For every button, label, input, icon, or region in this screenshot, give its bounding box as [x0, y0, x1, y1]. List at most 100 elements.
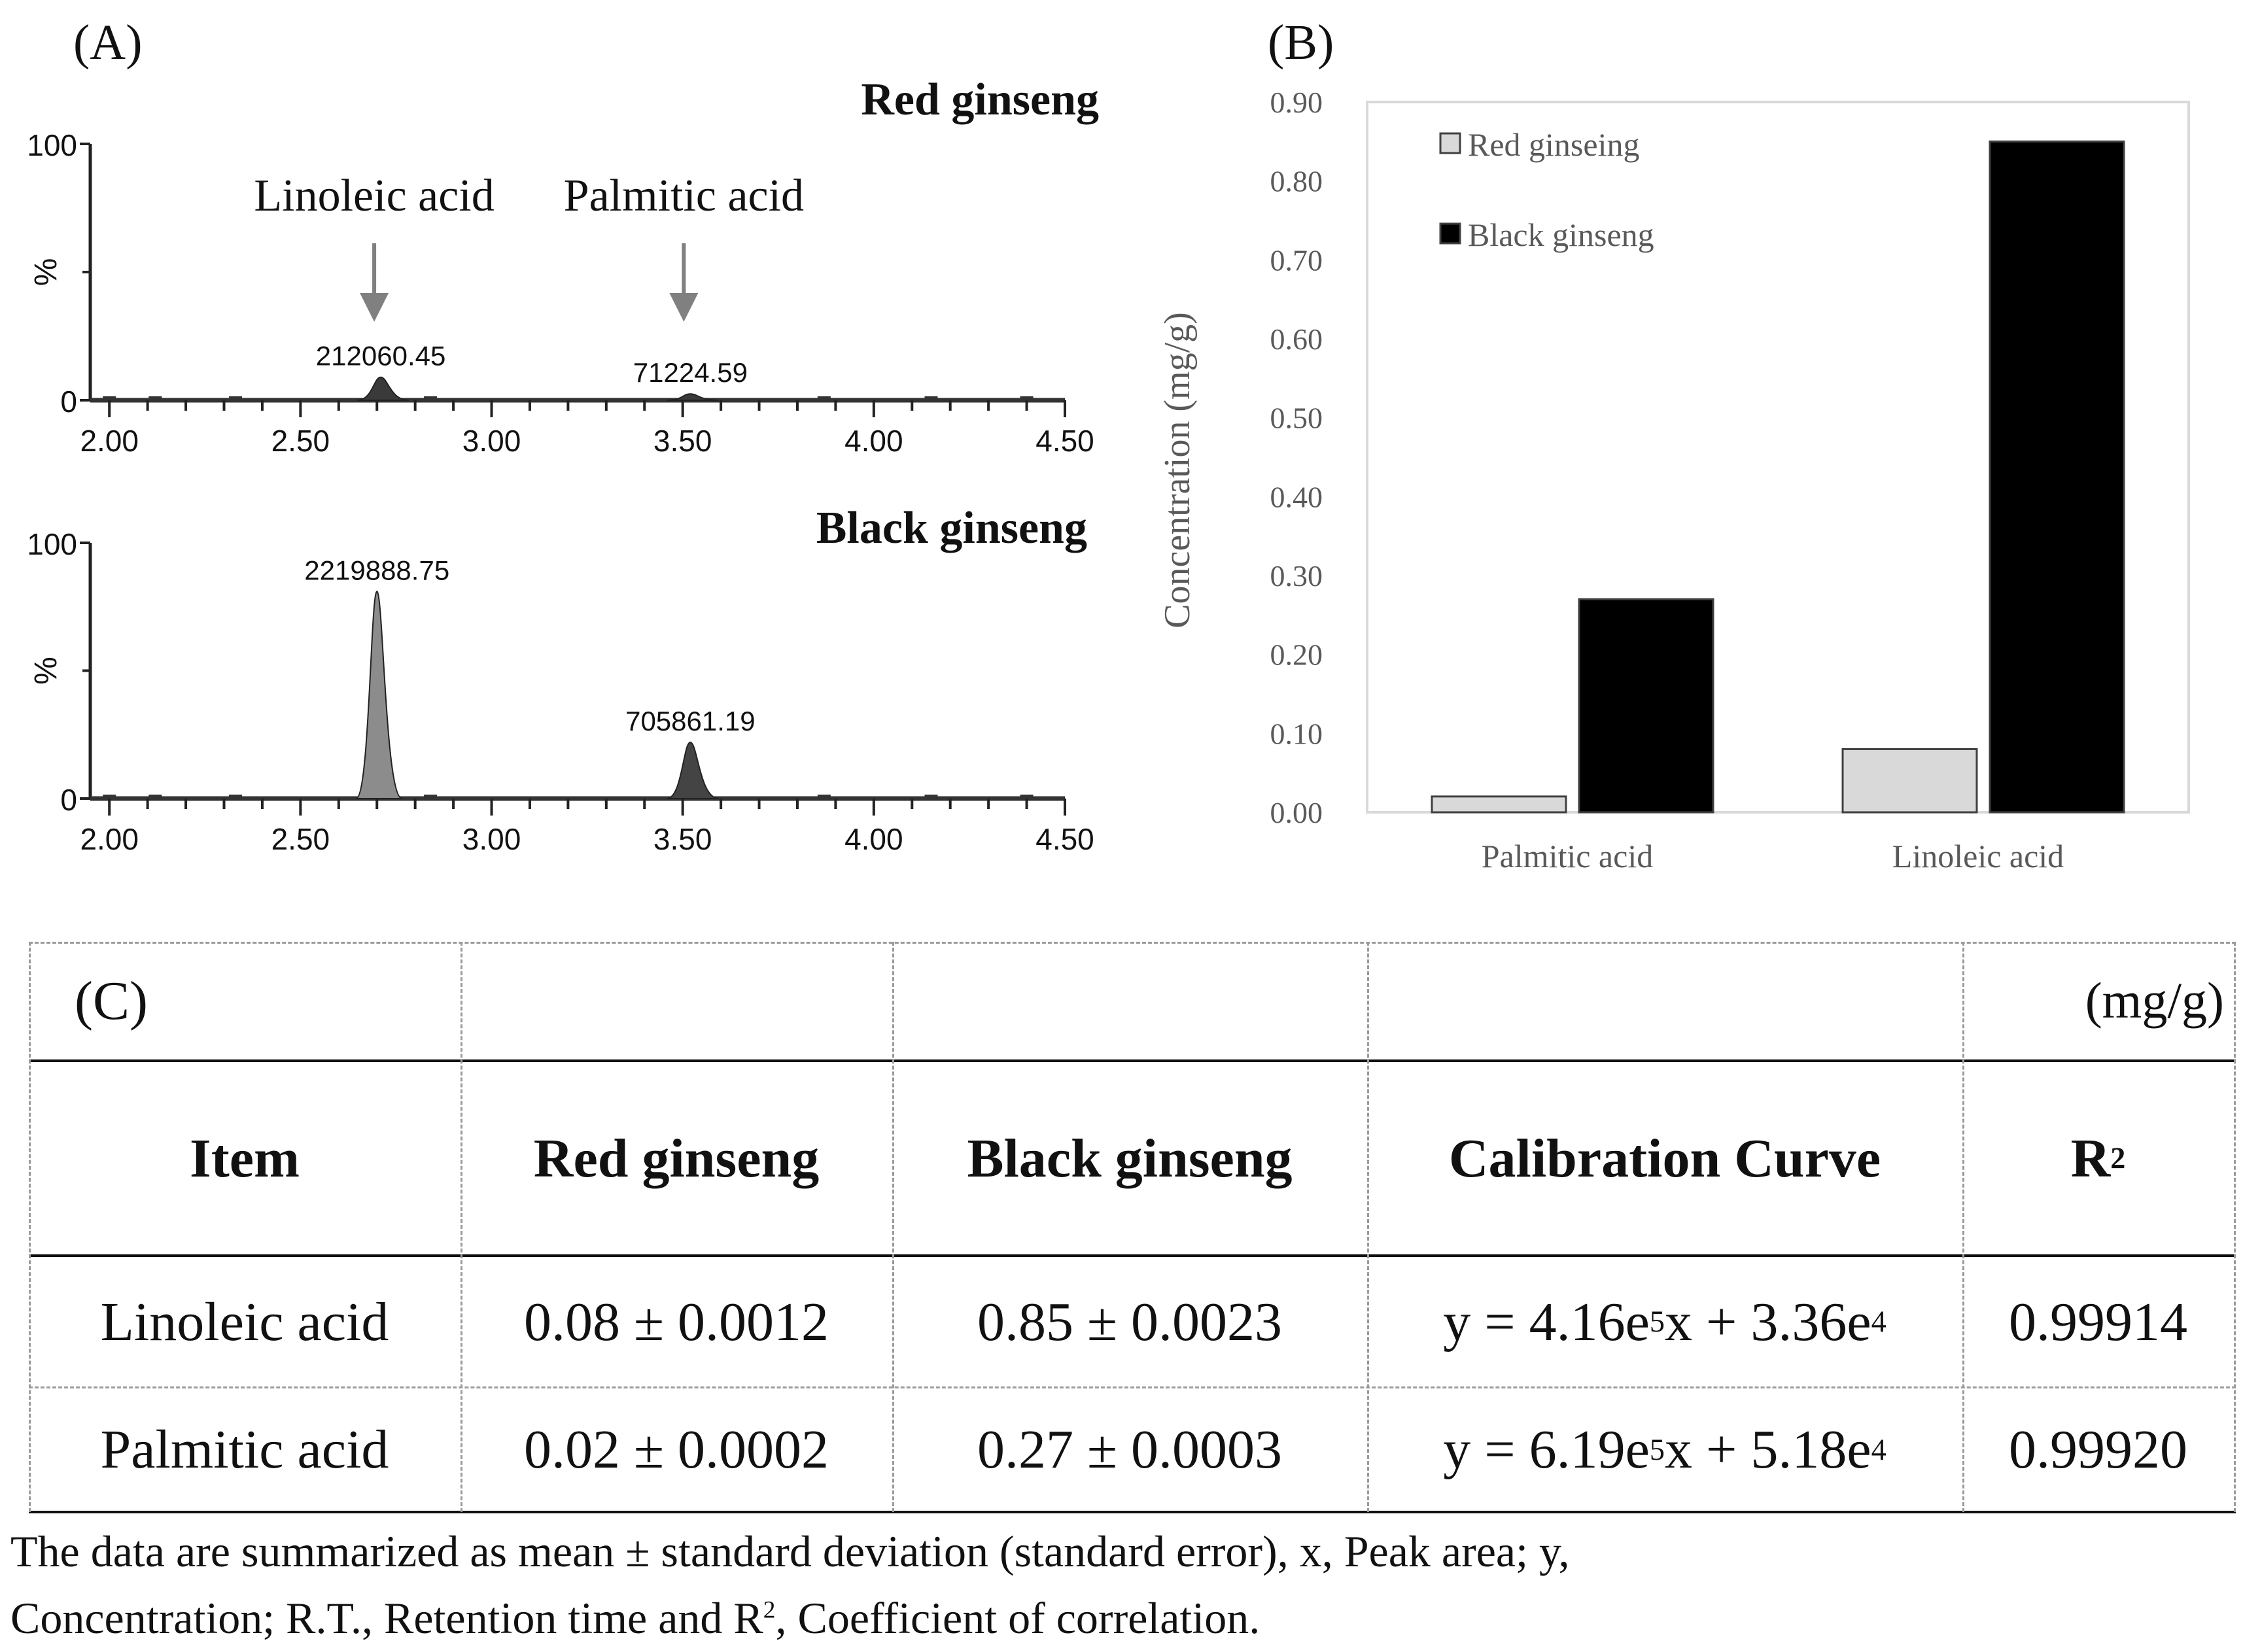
x-tick-label: 3.50	[653, 822, 712, 856]
footnote-sup: 2	[763, 1596, 776, 1624]
curve-part: x + 5.18e	[1665, 1419, 1871, 1480]
legend-label: Black ginseng	[1468, 216, 1654, 253]
arrow-down-icon	[360, 293, 389, 322]
x-tick-label: 4.50	[1035, 822, 1094, 856]
header-item: Item	[190, 1127, 300, 1189]
y-axis-label: %	[29, 657, 63, 685]
chart-title: Black ginseng	[816, 503, 1087, 553]
noise-blip	[424, 396, 438, 400]
table-col-divider	[1962, 942, 1964, 1512]
table-cell-item: Linoleic acid	[100, 1291, 389, 1352]
plot-area	[1366, 101, 2190, 814]
bar	[1578, 598, 1714, 814]
y-tick-label: 0.60	[1270, 322, 1323, 356]
x-tick-label: Palmitic acid	[1482, 838, 1653, 874]
x-tick-label: 4.00	[844, 424, 903, 458]
table-header-rule	[29, 1059, 2236, 1062]
curve-part: x + 3.36e	[1665, 1291, 1871, 1352]
table-cell-curve: y = 4.16e 5 x + 3.36e 4	[1443, 1291, 1887, 1352]
bar	[1989, 140, 2125, 814]
y-tick-label: 0.80	[1270, 165, 1323, 198]
y-tick-label: 0.70	[1270, 243, 1323, 277]
table-cell-r2: 0.99920	[2009, 1419, 2187, 1480]
noise-blip	[103, 396, 116, 400]
noise-blip	[148, 396, 162, 400]
x-tick-label: 3.00	[462, 424, 521, 458]
footnote-line-1: The data are summarized as mean ± standa…	[10, 1526, 1570, 1576]
header-r-squared-base: R	[2070, 1127, 2111, 1189]
noise-blip	[424, 795, 438, 799]
y-tick-label: 0	[60, 385, 77, 419]
y-tick-label: 100	[27, 527, 77, 561]
y-tick-label: 0.10	[1270, 717, 1323, 750]
legend-swatch	[1439, 132, 1461, 154]
x-tick-label: 3.00	[462, 822, 521, 856]
header-red-ginseng: Red ginseng	[533, 1127, 820, 1189]
compound-annotation: Palmitic acid	[564, 171, 804, 221]
table-col-divider	[892, 942, 894, 1512]
footnote-line-2: Concentration; R.T., Retention time and …	[10, 1596, 1260, 1640]
y-tick-label: 0	[60, 783, 77, 817]
x-tick-label: 3.50	[653, 424, 712, 458]
chart-title: Red ginseng	[861, 75, 1099, 125]
bar	[1431, 795, 1567, 814]
peak	[355, 591, 403, 799]
x-tick-label: 4.50	[1035, 424, 1094, 458]
table-col-divider	[2234, 942, 2236, 1512]
footnote-text: , Coefficient of correlation.	[775, 1593, 1261, 1643]
table-cell-red: 0.08 ± 0.0012	[523, 1291, 829, 1352]
y-axis-label: Concentration (mg/g)	[1157, 312, 1198, 628]
table-cell-curve: y = 6.19e 5 x + 5.18e 4	[1443, 1419, 1887, 1480]
noise-blip	[817, 396, 831, 400]
y-tick-label: 0.30	[1270, 559, 1323, 593]
table-col-divider	[1367, 942, 1369, 1512]
bar	[1841, 748, 1978, 814]
curve-part: y = 4.16e	[1443, 1291, 1650, 1352]
noise-blip	[924, 795, 938, 799]
panel-label-b: (B)	[1268, 15, 1334, 70]
x-tick-label: 4.00	[844, 822, 903, 856]
table-body-rule	[29, 1254, 2236, 1257]
x-tick-label: 2.50	[271, 822, 330, 856]
peak-area-label: 2219888.75	[304, 555, 449, 585]
chromatogram-panel: Red ginseng 0 100% 2.00 2.50 3.00 3.50 4.00 4.50…	[27, 75, 1099, 856]
results-table: (C) (mg/g) Item Red ginseng Black ginsen…	[29, 942, 2236, 1513]
legend-label: Red ginseing	[1468, 126, 1639, 163]
y-tick-label: 0.40	[1270, 480, 1323, 513]
panel-label-a: (A)	[73, 15, 143, 70]
table-unit: (mg/g)	[2085, 972, 2224, 1029]
bar-chart-panel: 0.00 0.10 0.20 0.30 0.40 0.50 0.60 0.70 0.80 0.90…	[1157, 86, 2190, 874]
peak	[667, 393, 719, 401]
y-tick-label: 0.50	[1270, 402, 1323, 435]
table-cell-r2: 0.99914	[2009, 1291, 2187, 1352]
arrow-down-icon	[669, 293, 699, 322]
table-row-divider	[29, 1386, 2236, 1388]
peak	[667, 741, 719, 799]
noise-blip	[924, 396, 938, 400]
y-tick-label: 0.20	[1270, 638, 1323, 672]
table-col-divider	[29, 942, 31, 1512]
footnote-text: Concentration; R.T., Retention time and …	[10, 1593, 763, 1643]
x-tick-label: 2.50	[271, 424, 330, 458]
table-bottom-rule	[29, 1511, 2236, 1513]
table-cell-red: 0.02 ± 0.0002	[523, 1419, 829, 1480]
peak-area-label: 212060.45	[316, 341, 446, 371]
noise-blip	[1020, 795, 1034, 799]
y-tick-label: 0.00	[1270, 796, 1323, 829]
table-cell-item: Palmitic acid	[100, 1419, 389, 1480]
table-col-divider	[461, 942, 462, 1512]
x-tick-label: 2.00	[80, 424, 139, 458]
table-cell-black: 0.85 ± 0.0023	[977, 1291, 1283, 1352]
compound-annotation: Linoleic acid	[254, 171, 494, 221]
peak	[356, 376, 409, 401]
panel-label-c: (C)	[75, 970, 148, 1031]
noise-blip	[148, 795, 162, 799]
x-tick-label: Linoleic acid	[1892, 838, 2064, 874]
table-top-border	[29, 942, 2236, 944]
noise-blip	[229, 396, 243, 400]
legend-swatch	[1439, 222, 1461, 245]
header-calibration-curve: Calibration Curve	[1448, 1127, 1881, 1189]
y-tick-label: 100	[27, 128, 77, 162]
noise-blip	[817, 795, 831, 799]
y-axis-label: %	[29, 258, 63, 286]
